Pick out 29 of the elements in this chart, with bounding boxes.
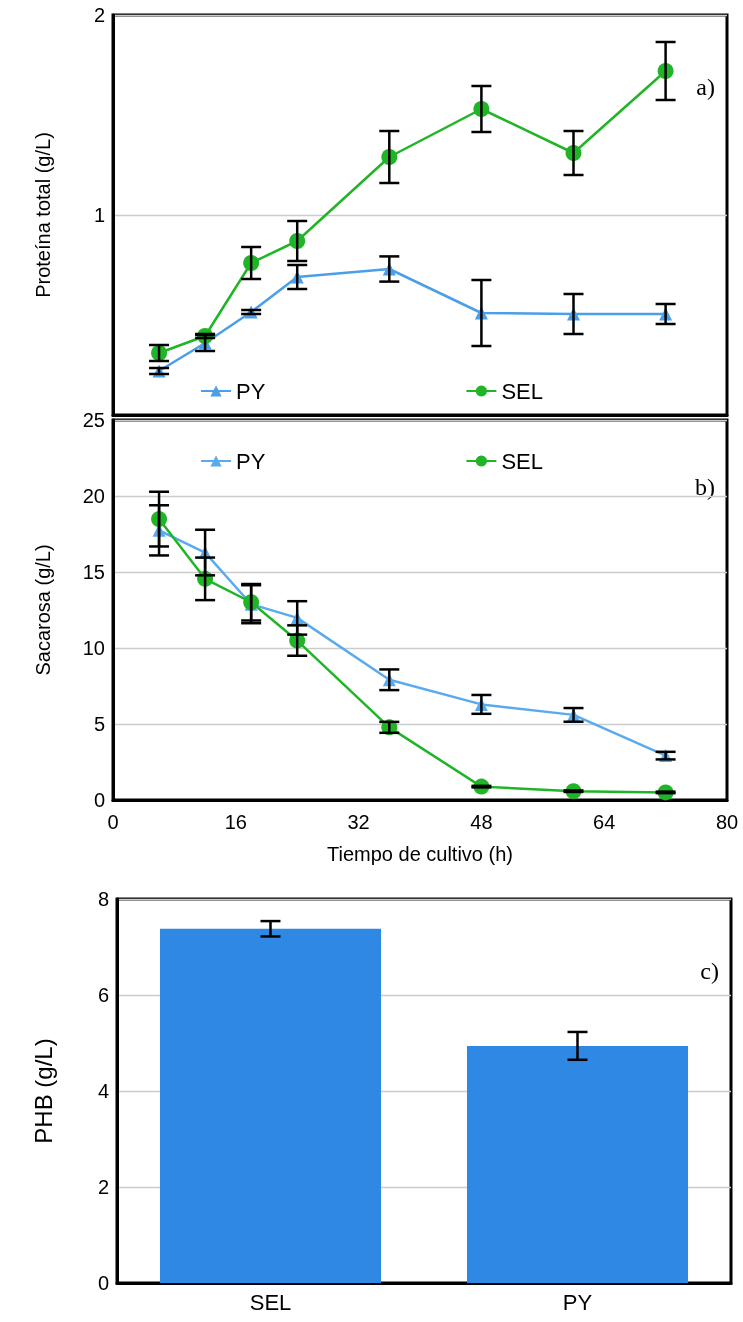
y-tick-label: 25 <box>82 409 105 431</box>
legend-label: PY <box>236 448 266 474</box>
x-tick-label: 32 <box>347 811 370 833</box>
y-axis-title: PHB (g/L) <box>29 1038 57 1144</box>
y-tick-label: 1 <box>93 204 105 226</box>
annotation: c) <box>700 958 720 984</box>
y-axis-title: Sacarosa (g/L) <box>32 544 54 676</box>
legend-label: PY <box>236 378 266 404</box>
y-tick-label: 15 <box>82 561 105 583</box>
y-tick-label: 10 <box>82 637 105 659</box>
y-axis-title: Proteína total (g/L) <box>32 132 54 298</box>
annotation: a) <box>696 74 716 100</box>
x-axis-title: Tiempo de cultivo (h) <box>327 843 513 865</box>
y-tick-label: 4 <box>97 1080 109 1102</box>
y-tick-label: 2 <box>97 1176 109 1198</box>
y-tick-label: 0 <box>97 1272 109 1294</box>
x-tick-label: 16 <box>224 811 247 833</box>
x-tick-label: 80 <box>715 811 739 833</box>
y-tick-label: 0 <box>93 789 105 811</box>
legend-label: SEL <box>501 448 543 474</box>
y-tick-label: 20 <box>82 485 105 507</box>
x-tick-label: 64 <box>593 811 616 833</box>
y-tick-label: 2 <box>93 4 105 26</box>
annotation: b) <box>695 474 716 500</box>
y-tick-label: 8 <box>97 888 109 910</box>
legend-label: SEL <box>501 378 543 404</box>
y-tick-label: 6 <box>97 984 109 1006</box>
x-tick-label: 48 <box>470 811 493 833</box>
y-tick-label: 5 <box>93 713 105 735</box>
